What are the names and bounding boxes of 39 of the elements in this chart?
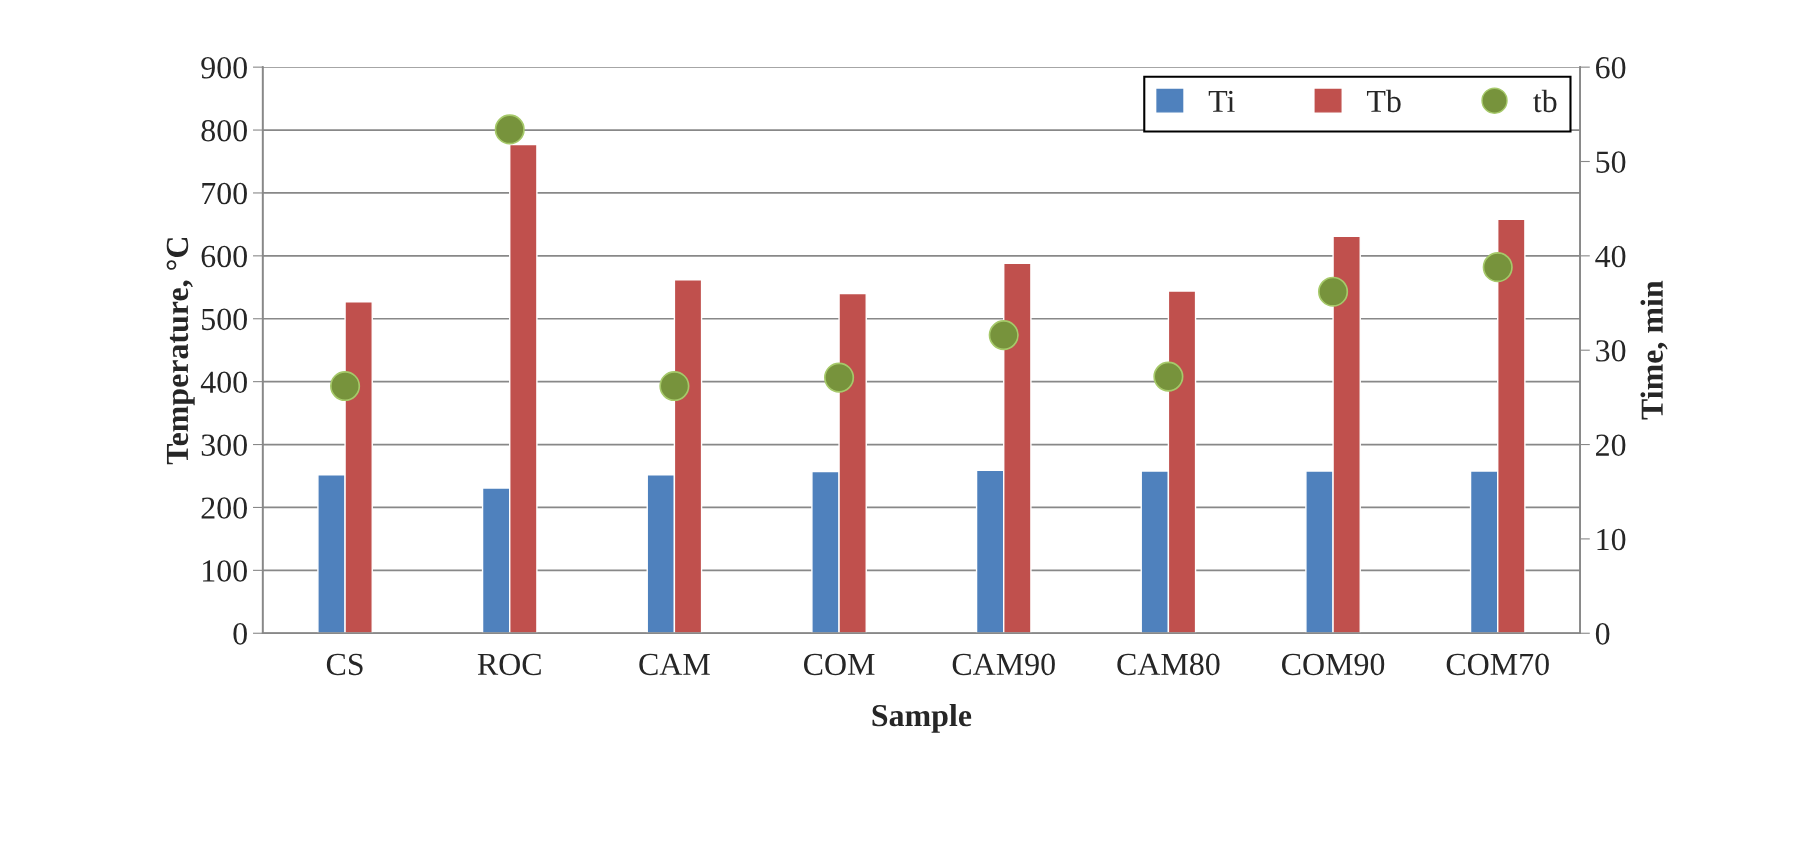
y2-tick-label: 60 [1596, 56, 1626, 79]
x-tick-label: COM90 [1282, 653, 1385, 676]
legend-label: tb [1533, 89, 1557, 113]
y-tick-label: 200 [201, 497, 247, 519]
y-tick-label: 400 [200, 371, 247, 394]
point [824, 362, 855, 393]
y2-tick-label: 50 [1596, 151, 1626, 173]
x-tick-label: CS [326, 653, 363, 676]
x-tick-label: CAM [639, 653, 710, 676]
y2-tick-label: 10 [1597, 528, 1626, 551]
y-tick-label: 700 [202, 182, 247, 205]
x-tick-label: COM70 [1446, 653, 1549, 676]
y-tick-label: 500 [202, 308, 247, 331]
y2-tick-label: 40 [1595, 245, 1626, 268]
x-tick-label: CAM80 [1117, 653, 1220, 676]
y-tick-label: 800 [201, 119, 247, 142]
point [1317, 276, 1349, 307]
y-tick-label: 600 [201, 245, 247, 268]
y2-tick-label: 30 [1596, 340, 1626, 362]
x-tick-label: COM [803, 653, 875, 676]
y-tick-label: 900 [201, 56, 247, 79]
legend-label: Tb [1366, 89, 1401, 113]
y-tick-label: 300 [201, 434, 247, 456]
point [1153, 361, 1184, 392]
x-axis-title: Sample [872, 703, 972, 733]
x-tick-label: CAM90 [952, 653, 1055, 676]
y-axis-title: Temperature, °C [166, 237, 195, 465]
point [988, 320, 1019, 351]
legend-label: Ti [1208, 90, 1235, 112]
y2-tick-label: 0 [1595, 623, 1610, 645]
y-tick-label: 100 [203, 560, 247, 582]
point [659, 370, 690, 402]
point [494, 114, 525, 145]
x-tick-label: ROC [477, 653, 541, 676]
point [1482, 252, 1513, 283]
y2-axis-title: Time, min [1640, 280, 1668, 420]
point [330, 370, 361, 402]
y2-tick-label: 20 [1596, 434, 1626, 456]
y-tick-label: 0 [233, 623, 247, 645]
